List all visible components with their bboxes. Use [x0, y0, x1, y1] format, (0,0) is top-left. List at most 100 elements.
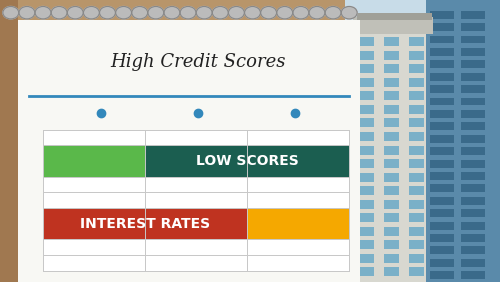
Bar: [353, 17, 434, 34]
Bar: [461, 234, 484, 242]
Bar: [430, 85, 454, 93]
Circle shape: [244, 6, 260, 19]
Bar: [359, 267, 374, 276]
Bar: [461, 110, 484, 118]
Bar: [359, 64, 374, 73]
Bar: [359, 37, 374, 46]
Bar: [430, 184, 454, 192]
Bar: [408, 37, 424, 46]
Bar: [384, 213, 399, 222]
Bar: [359, 78, 374, 87]
Bar: [145, 146, 349, 177]
Bar: [461, 98, 484, 105]
Circle shape: [100, 6, 116, 19]
Bar: [430, 11, 454, 19]
Bar: [384, 227, 399, 236]
Circle shape: [277, 6, 292, 19]
Bar: [461, 184, 484, 192]
Circle shape: [212, 6, 228, 19]
Bar: [408, 105, 424, 114]
Bar: [359, 146, 374, 155]
Bar: [430, 135, 454, 143]
Bar: [461, 160, 484, 168]
Bar: [430, 259, 454, 267]
Circle shape: [196, 6, 212, 19]
Bar: [430, 60, 454, 68]
Bar: [384, 173, 399, 182]
Text: LOW SCORES: LOW SCORES: [196, 154, 298, 168]
Bar: [430, 234, 454, 242]
Bar: [43, 208, 247, 239]
Bar: [358, 13, 432, 20]
Bar: [384, 105, 399, 114]
Bar: [384, 200, 399, 209]
Bar: [461, 147, 484, 155]
Bar: [461, 48, 484, 56]
Bar: [408, 254, 424, 263]
Bar: [461, 85, 484, 93]
Bar: [359, 213, 374, 222]
Bar: [384, 64, 399, 73]
Bar: [426, 0, 500, 282]
Bar: [43, 146, 145, 177]
Bar: [408, 118, 424, 127]
Bar: [359, 105, 374, 114]
Bar: [461, 60, 484, 68]
Bar: [359, 118, 374, 127]
Bar: [408, 267, 424, 276]
Bar: [461, 23, 484, 31]
Circle shape: [3, 6, 18, 19]
Bar: [384, 240, 399, 249]
Bar: [408, 213, 424, 222]
Bar: [430, 160, 454, 168]
Bar: [430, 36, 454, 43]
Bar: [359, 227, 374, 236]
Text: High Credit Scores: High Credit Scores: [110, 53, 286, 71]
Circle shape: [260, 6, 276, 19]
Circle shape: [342, 6, 357, 19]
Bar: [43, 130, 349, 271]
Bar: [408, 227, 424, 236]
Bar: [430, 98, 454, 105]
Bar: [461, 172, 484, 180]
Circle shape: [84, 6, 100, 19]
Bar: [384, 186, 399, 195]
Circle shape: [325, 6, 341, 19]
Bar: [384, 118, 399, 127]
Bar: [408, 132, 424, 141]
Bar: [359, 200, 374, 209]
Circle shape: [293, 6, 309, 19]
Bar: [359, 173, 374, 182]
Bar: [461, 135, 484, 143]
Bar: [359, 240, 374, 249]
Bar: [408, 159, 424, 168]
Circle shape: [148, 6, 164, 19]
Bar: [408, 200, 424, 209]
Circle shape: [51, 6, 67, 19]
Bar: [430, 147, 454, 155]
Bar: [384, 267, 399, 276]
Bar: [408, 173, 424, 182]
Bar: [359, 254, 374, 263]
Bar: [408, 146, 424, 155]
Bar: [359, 186, 374, 195]
Bar: [430, 73, 454, 81]
Bar: [359, 159, 374, 168]
Bar: [461, 259, 484, 267]
Circle shape: [68, 6, 83, 19]
Bar: [384, 159, 399, 168]
Bar: [430, 23, 454, 31]
Bar: [408, 240, 424, 249]
Bar: [461, 271, 484, 279]
Bar: [430, 197, 454, 205]
Bar: [359, 132, 374, 141]
Bar: [384, 132, 399, 141]
Circle shape: [19, 6, 35, 19]
Bar: [359, 91, 374, 100]
Bar: [461, 122, 484, 130]
Bar: [408, 51, 424, 60]
Bar: [461, 36, 484, 43]
Circle shape: [309, 6, 325, 19]
Bar: [430, 172, 454, 180]
Circle shape: [228, 6, 244, 19]
